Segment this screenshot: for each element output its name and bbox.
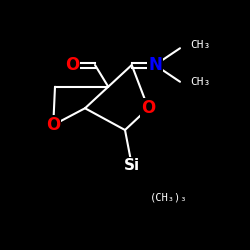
Text: O: O bbox=[141, 99, 156, 117]
Text: (CH₃)₃: (CH₃)₃ bbox=[150, 192, 188, 202]
Text: N: N bbox=[148, 56, 162, 74]
Text: CH₃: CH₃ bbox=[190, 77, 210, 87]
Text: CH₃: CH₃ bbox=[190, 40, 210, 50]
Text: O: O bbox=[46, 116, 60, 134]
Text: Si: Si bbox=[124, 158, 140, 172]
Text: O: O bbox=[64, 56, 79, 74]
